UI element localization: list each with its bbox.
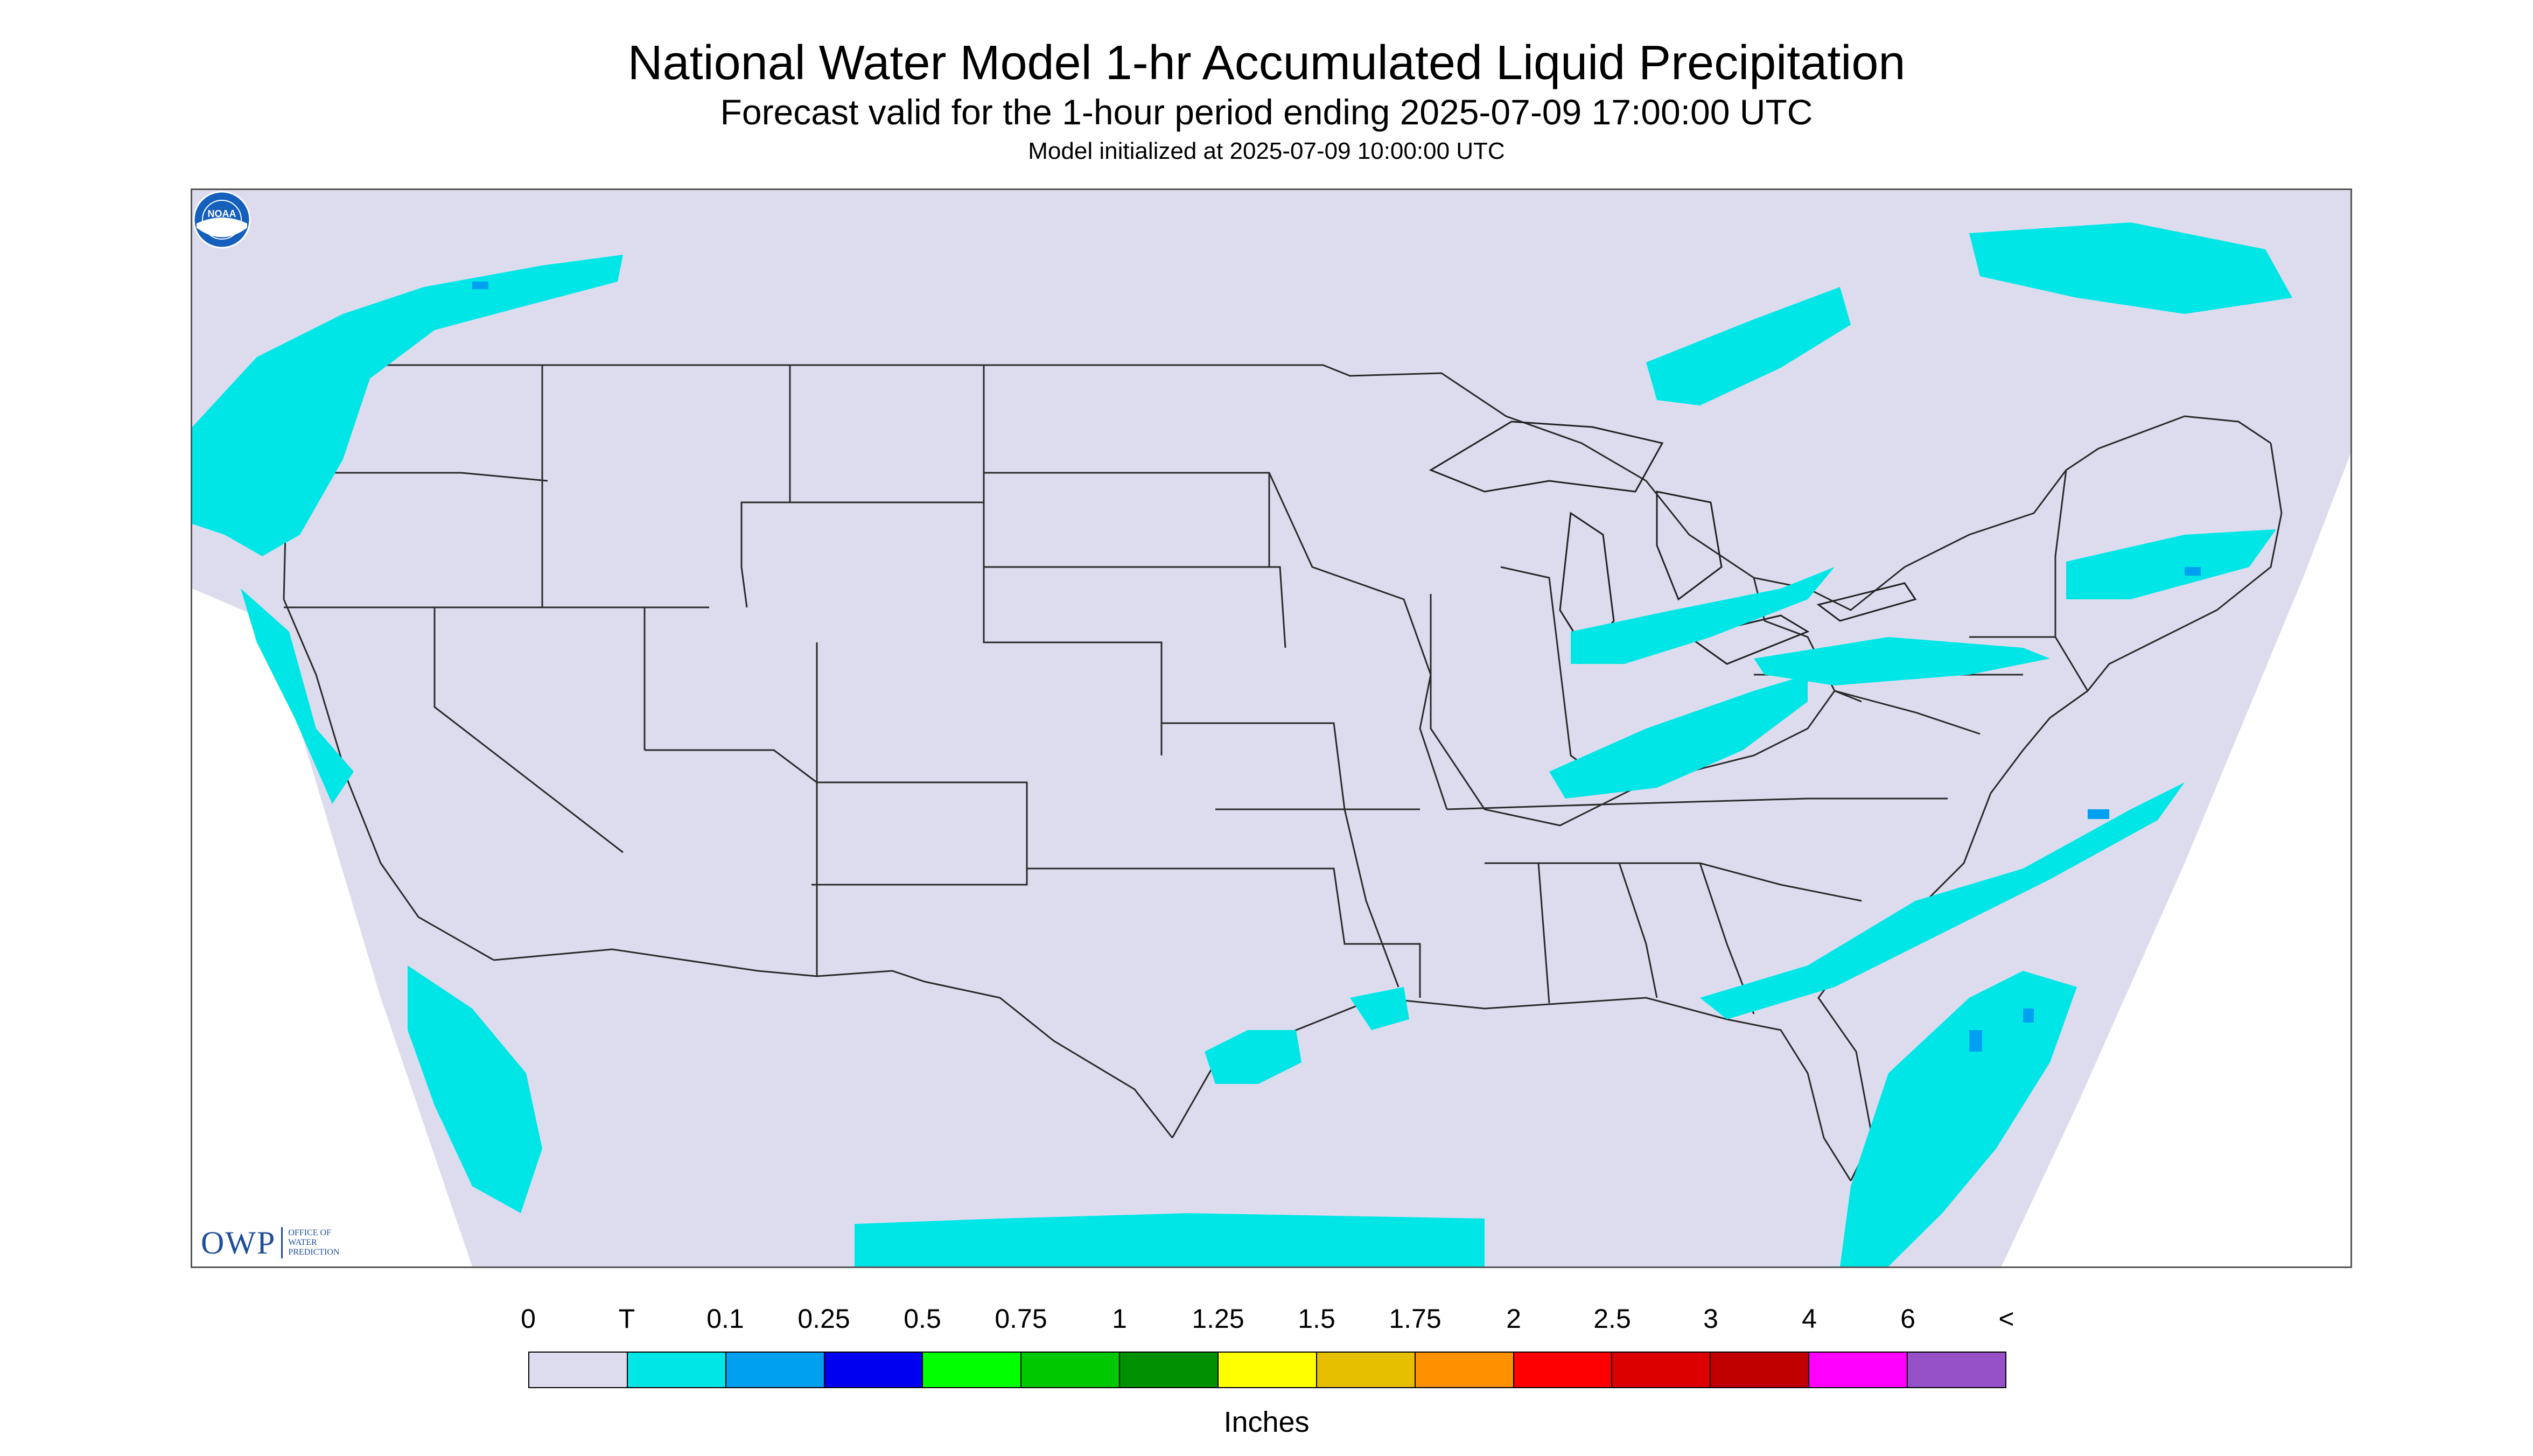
legend-swatch [726, 1353, 825, 1387]
legend-swatch [627, 1353, 726, 1387]
mexico-south-precip [855, 1213, 1485, 1266]
legend-tick-label: 0.75 [995, 1304, 1047, 1334]
legend-swatch [1711, 1353, 1810, 1387]
legend-tick-label: 2.5 [1593, 1304, 1631, 1334]
pacific-northwest-precip [192, 255, 623, 556]
ohio-valley-precip [1549, 675, 1808, 799]
heavier-precipitation-cells [472, 282, 2201, 1052]
legend-swatch [529, 1353, 628, 1387]
legend-tick-label: T [618, 1304, 635, 1334]
legend-tick-label: < [1998, 1304, 2014, 1334]
ontario-precip [1646, 287, 1851, 405]
legend-tick-label: 0.1 [706, 1304, 744, 1334]
legend-swatch [824, 1353, 923, 1387]
map-title: National Water Model 1-hr Accumulated Li… [627, 36, 1906, 90]
precipitation-map: OWP OFFICE OF WATER PREDICTION NOAA [191, 188, 2352, 1268]
legend-tick-label: 4 [1802, 1304, 1817, 1334]
precipitation-legend [528, 1352, 2006, 1388]
owp-logo-line3: PREDICTION [288, 1248, 340, 1257]
noaa-logo-text: NOAA [208, 208, 236, 219]
atlantic-precip [1840, 971, 2077, 1266]
legend-tick-label: 2 [1506, 1304, 1521, 1334]
legend-units: Inches [1223, 1406, 1310, 1438]
legend-swatch [1120, 1353, 1219, 1387]
gulf-coast-precip [1350, 987, 1409, 1030]
legend-tick-label: 0 [521, 1304, 536, 1334]
owp-logo: OWP OFFICE OF WATER PREDICTION [201, 1224, 339, 1262]
pacific-precip [408, 965, 542, 1213]
great-lakes [1429, 421, 1917, 665]
legend-swatch [1415, 1353, 1514, 1387]
legend-tick-label: 3 [1703, 1304, 1718, 1334]
precipitation-areas [192, 222, 2292, 1266]
legend-swatch [1612, 1353, 1711, 1387]
quebec-precip [1969, 222, 2292, 314]
map-canvas [192, 190, 2350, 1266]
legend-tick-label: 1 [1112, 1304, 1127, 1334]
legend-tick-label: 6 [1900, 1304, 1915, 1334]
owp-logo-text: OWP [201, 1224, 276, 1261]
owp-logo-subtext: OFFICE OF WATER PREDICTION [288, 1228, 339, 1257]
northeast-precip [2066, 529, 2276, 599]
legend-swatch [923, 1353, 1022, 1387]
legend-swatch [1908, 1353, 2005, 1387]
owp-logo-line2: WATER [288, 1238, 317, 1247]
appalachian-precip [1754, 637, 2050, 685]
gulf-precip [1205, 1030, 1302, 1084]
legend-tick-label: 1.25 [1192, 1304, 1244, 1334]
state-boundaries [275, 364, 2283, 1181]
map-subtitle: Forecast valid for the 1-hour period end… [720, 92, 1813, 132]
legend-swatch [1219, 1353, 1317, 1387]
legend-swatch [1021, 1353, 1121, 1387]
owp-logo-divider [281, 1227, 283, 1258]
noaa-logo: NOAA [193, 191, 251, 249]
west-coast-precip [241, 589, 354, 804]
legend-tick-label: 0.5 [904, 1304, 941, 1334]
legend-tick-label: 1.75 [1389, 1304, 1442, 1334]
legend-swatch [1514, 1353, 1613, 1387]
owp-logo-line1: OFFICE OF [288, 1228, 331, 1237]
legend-swatch [1809, 1353, 1908, 1387]
great-lakes-precip [1571, 567, 1835, 664]
model-domain [192, 190, 2350, 1266]
legend-tick-label: 0.25 [797, 1304, 850, 1334]
model-init-time: Model initialized at 2025-07-09 10:00:00… [1028, 138, 1505, 164]
southeast-precip [1700, 782, 2185, 1019]
legend-tick-label: 1.5 [1298, 1304, 1335, 1334]
legend-swatch [1317, 1353, 1416, 1387]
